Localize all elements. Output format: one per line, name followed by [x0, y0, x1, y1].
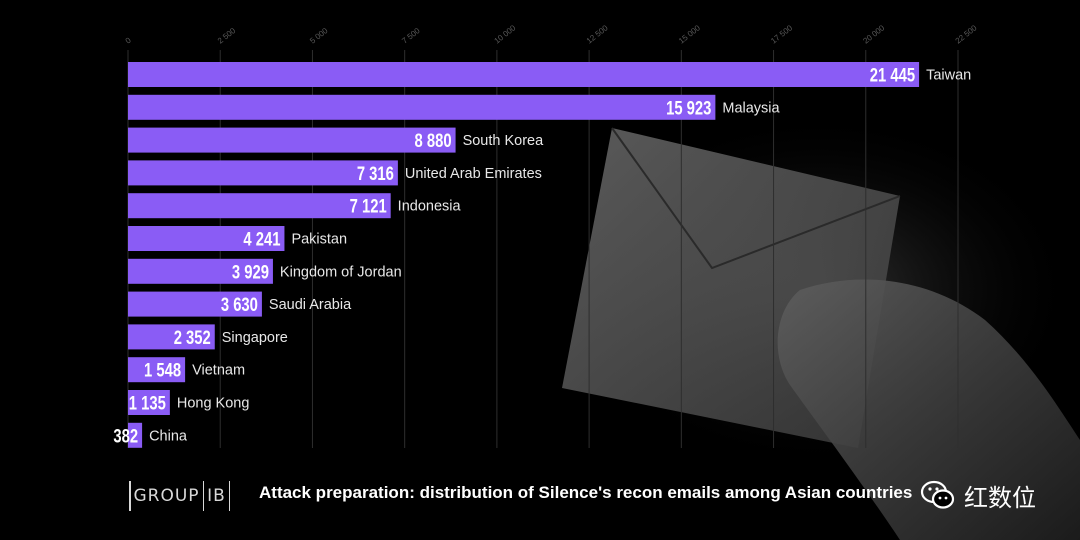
category-label: Singapore [222, 330, 288, 346]
bar-value-label: 4 241 [243, 229, 280, 250]
group-ib-logo: GROUP IB [126, 481, 233, 511]
bar-value-label: 3 630 [221, 294, 258, 315]
wechat-watermark: 红数位 [918, 470, 1080, 520]
category-label: Kingdom of Jordan [280, 264, 402, 280]
x-tick-label: 17 500 [769, 23, 794, 45]
x-tick-label: 2 500 [216, 26, 238, 46]
bar-value-label: 1 548 [144, 360, 181, 381]
category-label: Saudi Arabia [269, 297, 352, 313]
bar [128, 193, 391, 219]
category-label: Hong Kong [177, 396, 250, 412]
category-label: Taiwan [926, 68, 971, 84]
category-label: Malaysia [722, 100, 780, 116]
bar-value-label: 7 121 [350, 196, 387, 217]
bar-value-label: 8 880 [415, 130, 452, 151]
category-label: China [149, 428, 188, 444]
bar [128, 94, 716, 120]
wechat-account-name: 红数位 [964, 483, 1036, 512]
category-label: Indonesia [398, 199, 462, 215]
bar-value-label: 15 923 [666, 98, 711, 119]
bar-value-label: 3 929 [232, 262, 269, 283]
bar-value-label: 382 [113, 426, 138, 447]
x-tick-label: 15 000 [677, 23, 702, 45]
x-tick-label: 10 000 [493, 23, 518, 45]
bar-value-label: 21 445 [870, 65, 915, 86]
bar-value-label: 1 135 [129, 393, 166, 414]
hand-graphic [777, 279, 1080, 540]
logo-text-left: GROUP [133, 486, 200, 506]
bar-value-label: 2 352 [174, 327, 211, 348]
chart-title: Attack preparation: distribution of Sile… [259, 483, 913, 502]
x-axis-ticks: 0 2 500 5 000 7 500 10 000 12 500 15 000 17 500… [124, 23, 979, 45]
bar [128, 226, 285, 251]
logo-text-right: IB [207, 486, 226, 506]
x-tick-label: 7 500 [400, 26, 422, 46]
bar [128, 390, 170, 415]
wechat-icon [920, 480, 955, 509]
bar [128, 160, 398, 186]
bar [128, 324, 215, 350]
x-tick-label: 5 000 [308, 26, 330, 46]
bars: 21 445 Taiwan 15 923 Malaysia 8 880 South Kor… [113, 62, 971, 448]
x-tick-label: 20 000 [861, 23, 886, 45]
category-label: South Korea [463, 133, 545, 149]
bar [128, 422, 143, 448]
bar [128, 357, 186, 383]
bar [128, 127, 456, 153]
bar-value-label: 7 316 [357, 163, 394, 184]
category-label: Pakistan [291, 232, 347, 248]
x-tick-label: 22 500 [954, 23, 979, 45]
x-tick-label: 0 [124, 35, 133, 45]
bar [128, 291, 262, 317]
x-tick-label: 12 500 [585, 23, 610, 45]
category-label: Vietnam [192, 363, 245, 379]
category-label: United Arab Emirates [405, 166, 542, 182]
bar [128, 62, 920, 87]
bar [128, 258, 273, 284]
background-illustration [560, 110, 1080, 540]
footer: GROUP IB Attack preparation: distributio… [0, 462, 1080, 532]
envelope-flap [611, 127, 901, 270]
